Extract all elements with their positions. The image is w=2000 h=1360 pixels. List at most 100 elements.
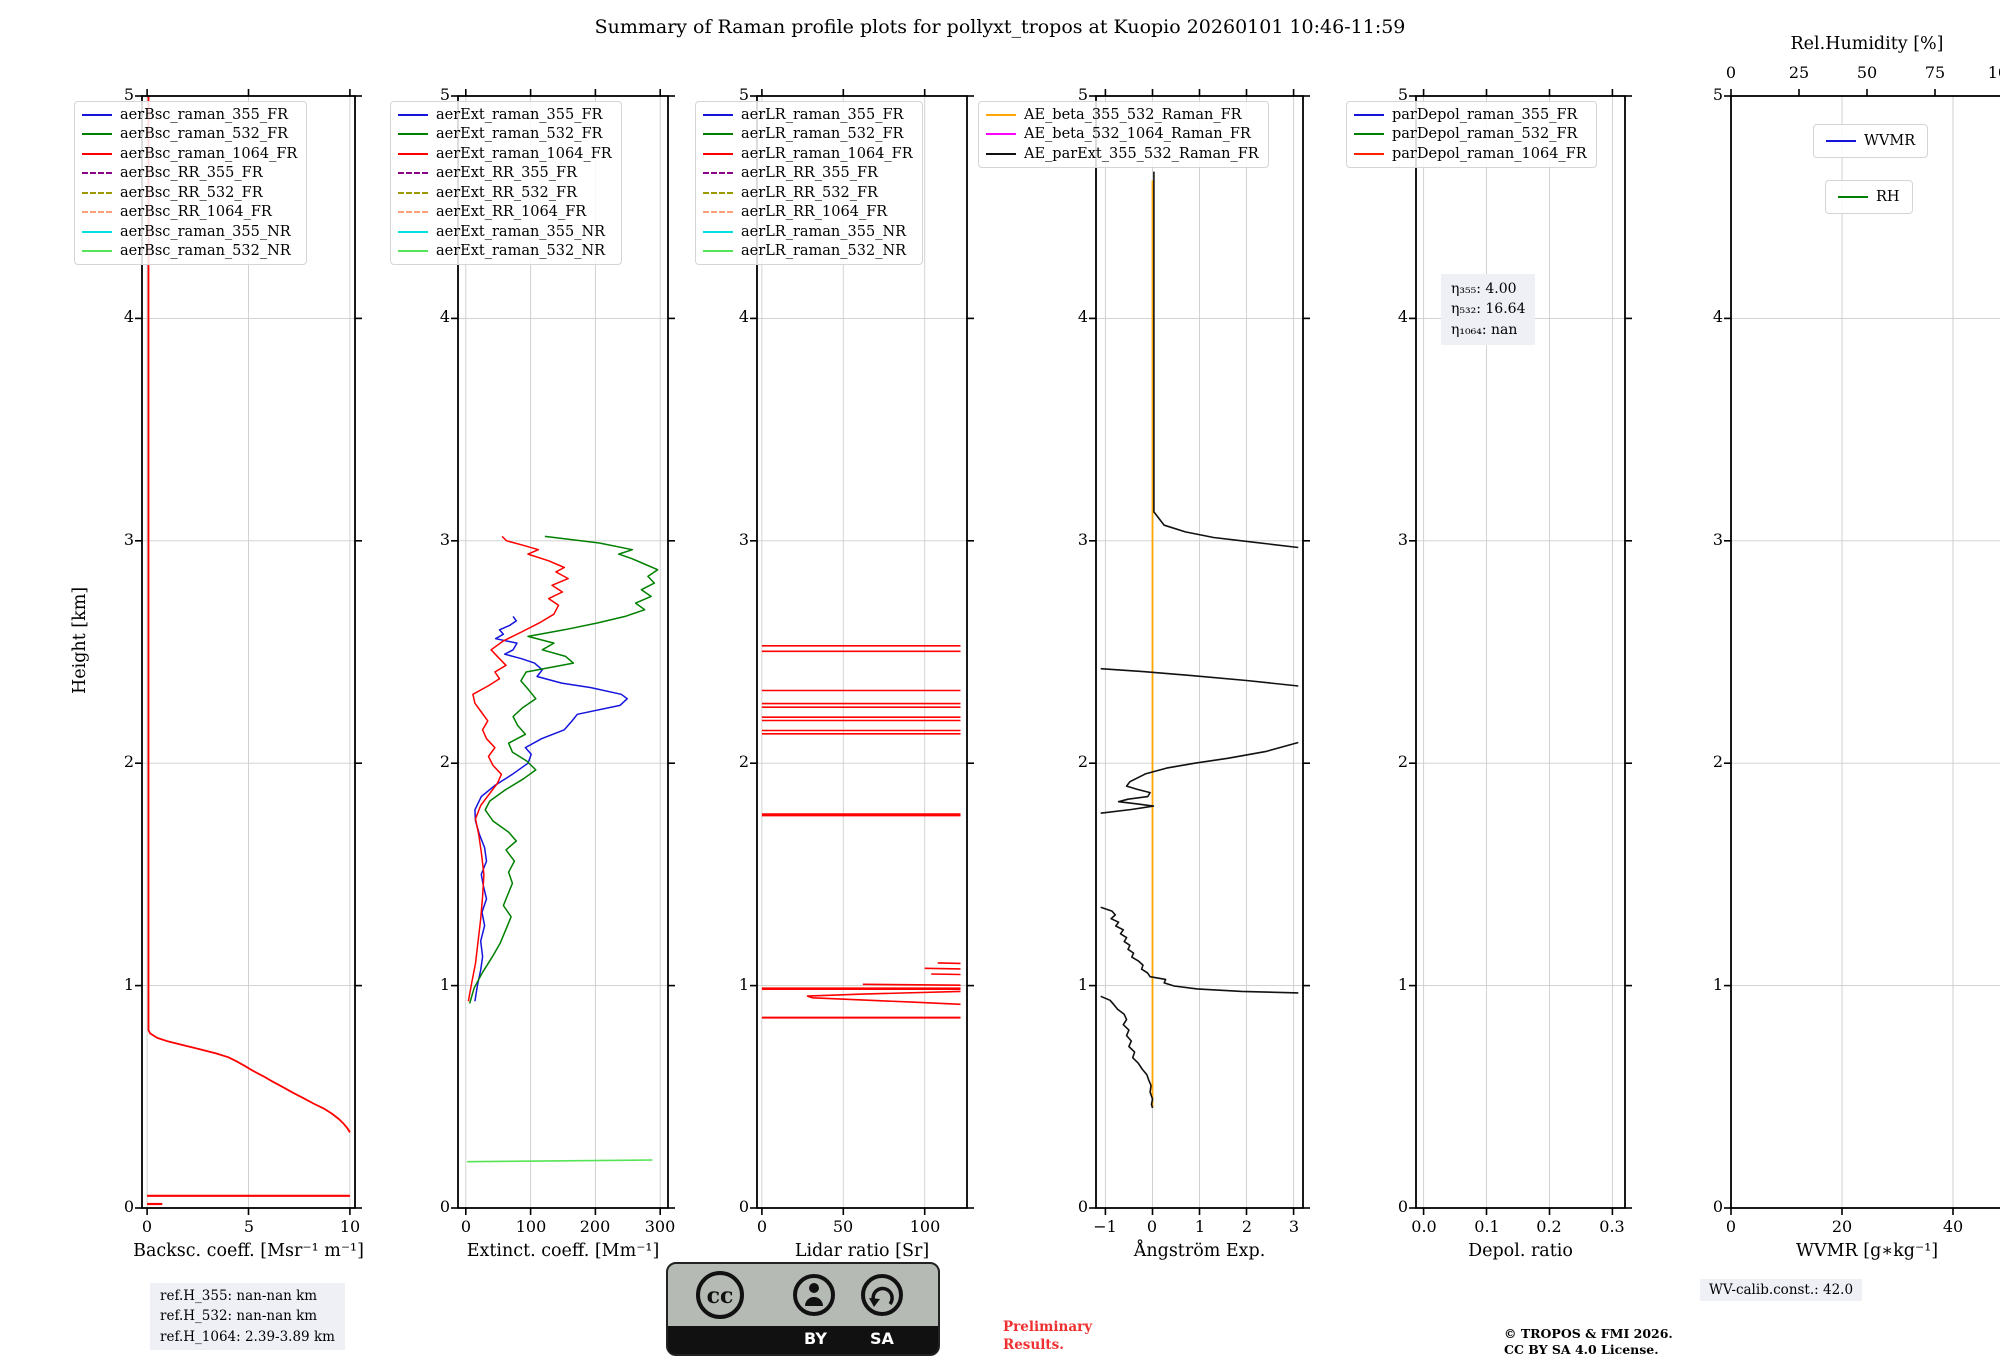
x-axis-label-extinction: Extinct. coeff. [Mm⁻¹]: [466, 1241, 660, 1261]
series-aerLR_1064_seg: [862, 983, 961, 986]
y-tick-label: 5: [1397, 85, 1408, 104]
y-tick-label: 3: [1712, 530, 1723, 549]
y-tick-label: 1: [123, 975, 134, 994]
legend-entry: parDepol_raman_532_FR: [1354, 125, 1587, 145]
legend-entry: aerBsc_raman_532_NR: [82, 242, 297, 262]
legend-entry: aerBsc_RR_1064_FR: [82, 203, 297, 223]
legend-line-sample: [1354, 133, 1384, 136]
y-tick-label: 3: [123, 530, 134, 549]
legend-entry: aerBsc_RR_355_FR: [82, 164, 297, 184]
legend-label: aerLR_RR_532_FR: [741, 184, 878, 201]
legend-line-sample: [986, 152, 1016, 155]
panel-extinction: 0 100 200 300 0 1 2 3 4 5 Extinct. coeff. [Mm⁻¹] ae…: [390, 85, 675, 1261]
y-tick-label: 5: [738, 85, 749, 104]
legend-entry: AE_beta_532_1064_Raman_FR: [986, 125, 1259, 145]
legend-entry: aerLR_raman_355_FR: [703, 105, 913, 125]
legend-entry: aerLR_raman_532_FR: [703, 125, 913, 145]
legend-line-sample: [703, 152, 733, 155]
y-tick-label: 2: [738, 752, 749, 771]
wvmr-plot: [1724, 89, 2000, 1215]
legend-entry: parDepol_raman_355_FR: [1354, 105, 1587, 125]
y-tick-label: 1: [1712, 975, 1723, 994]
y-tick-label: 4: [1712, 307, 1723, 326]
cc-icons: cc: [668, 1264, 938, 1326]
legend-entry: AE_beta_355_532_Raman_FR: [986, 105, 1259, 125]
y-tick-label: 2: [123, 752, 134, 771]
legend-entry: aerLR_RR_1064_FR: [703, 203, 913, 223]
legend-line-sample: [82, 113, 112, 116]
legend-line-sample: [82, 211, 112, 214]
cc-by-label: BY: [804, 1329, 827, 1348]
wvmr-legend-wvmr: WVMR: [1813, 124, 1929, 158]
legend-label: parDepol_raman_1064_FR: [1392, 145, 1587, 162]
reference-height-box: ref.H_355: nan-nan km ref.H_532: nan-nan…: [150, 1283, 345, 1350]
legend-line-sample: [398, 250, 428, 253]
y-tick-label: 5: [123, 85, 134, 104]
y-tick-label: 5: [439, 85, 450, 104]
x-tick-label: 40: [1942, 1217, 1964, 1236]
legend-entry: aerExt_raman_355_NR: [398, 222, 612, 242]
y-tick-label: 2: [1397, 752, 1408, 771]
legend-entry: aerLR_raman_1064_FR: [703, 144, 913, 164]
y-tick-label: 1: [1397, 975, 1408, 994]
legend-line-sample: [398, 211, 428, 214]
legend-label: aerExt_RR_355_FR: [436, 165, 577, 182]
legend-label: aerExt_RR_1064_FR: [436, 204, 587, 221]
legend-entry: RH: [1838, 187, 1900, 207]
y-tick-label: 3: [738, 530, 749, 549]
legend-label: aerLR_raman_532_NR: [741, 243, 907, 260]
legend-line-sample: [1838, 195, 1868, 198]
legend-entry: aerLR_raman_532_NR: [703, 242, 913, 262]
y-tick-label: 2: [1077, 752, 1088, 771]
legend-label: aerExt_raman_1064_FR: [436, 145, 612, 162]
legend-label: aerLR_RR_1064_FR: [741, 204, 888, 221]
extinction-legend: aerExt_raman_355_FR aerExt_raman_532_FR ae…: [390, 101, 622, 265]
legend-line-sample: [703, 113, 733, 116]
x-tick-label: 20: [1831, 1217, 1853, 1236]
legend-entry: aerExt_raman_532_FR: [398, 125, 612, 145]
series-aerExt_raman_1064_FR: [467, 535, 569, 1002]
legend-line-sample: [398, 113, 428, 116]
y-tick-label: 2: [1712, 752, 1723, 771]
x-tick-label: 0: [1725, 1217, 1737, 1236]
legend-entry: aerExt_RR_1064_FR: [398, 203, 612, 223]
x-tick-label: 0.1: [1474, 1217, 1500, 1236]
legend-label: aerBsc_raman_355_FR: [120, 106, 289, 123]
annotation-line: η₃₅₅: 4.00: [1451, 281, 1517, 297]
legend-entry: aerExt_raman_532_NR: [398, 242, 612, 262]
y-tick-label: 0: [1397, 1197, 1408, 1216]
series-AE_parExt_seg_a: [1153, 171, 1299, 549]
legend-line-sample: [82, 133, 112, 136]
y-tick-label: 4: [439, 307, 450, 326]
legend-entry: aerLR_RR_532_FR: [703, 183, 913, 203]
backscatter-legend: aerBsc_raman_355_FR aerBsc_raman_532_FR ae…: [74, 101, 308, 265]
legend-line-sample: [703, 133, 733, 136]
legend-line-sample: [398, 152, 428, 155]
legend-label: WVMR: [1864, 132, 1916, 149]
legend-line-sample: [703, 211, 733, 214]
top-tick-label: 25: [1788, 63, 1810, 82]
x-tick-label: 0: [141, 1217, 153, 1236]
legend-label: RH: [1876, 188, 1900, 205]
y-tick-label: 0: [1077, 1197, 1088, 1216]
legend-entry: aerExt_raman_1064_FR: [398, 144, 612, 164]
annotation-line: η₁₀₆₄: nan: [1451, 321, 1518, 338]
top-tick-label: 100: [1987, 63, 2000, 82]
legend-label: aerExt_RR_532_FR: [436, 184, 577, 201]
legend-entry: aerBsc_raman_1064_FR: [82, 144, 297, 164]
top-tick-label: 0: [1725, 63, 1737, 82]
panel-depol: 0.0 0.1 0.2 0.3 0 1 2 3 4 5 Depol. ratio parDepol_r…: [1346, 85, 1632, 1261]
x-tick-label: 50: [832, 1217, 854, 1236]
x-axis-label-backscatter: Backsc. coeff. [Msr⁻¹ m⁻¹]: [133, 1241, 364, 1261]
x-tick-label: 300: [644, 1217, 676, 1236]
legend-label: AE_beta_532_1064_Raman_FR: [1024, 126, 1251, 143]
depol-annotation: η₃₅₅: 4.00 η₅₃₂: 16.64 η₁₀₆₄: nan: [1441, 274, 1536, 345]
legend-entry: aerBsc_raman_355_NR: [82, 222, 297, 242]
copyright-note: © TROPOS & FMI 2026. CC BY SA 4.0 Licens…: [1504, 1326, 1673, 1358]
y-tick-label: 0: [439, 1197, 450, 1216]
legend-label: AE_parExt_355_532_Raman_FR: [1024, 145, 1259, 162]
x-tick-label: 0.3: [1599, 1217, 1625, 1236]
legend-label: aerExt_raman_355_FR: [436, 106, 603, 123]
x-tick-label: 0.2: [1536, 1217, 1562, 1236]
plot-frame: [1415, 95, 1626, 1209]
